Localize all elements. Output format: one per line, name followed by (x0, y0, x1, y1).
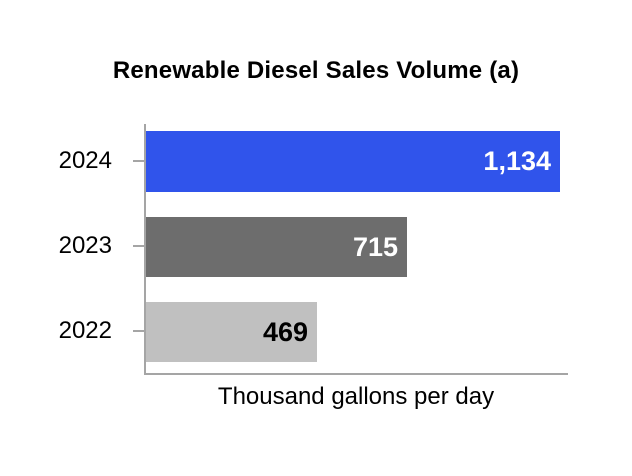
bar-value-label: 1,134 (483, 146, 551, 176)
x-axis-label: Thousand gallons per day (217, 383, 495, 410)
bar-value-label: 469 (262, 316, 308, 347)
y-axis-tick (133, 245, 144, 247)
bar-value-label: 715 (352, 231, 398, 262)
bar-2022: 469 (146, 302, 317, 362)
y-axis-category-label: 2023 (58, 232, 112, 259)
y-axis-category-label: 2022 (58, 317, 112, 344)
y-axis-tick (133, 330, 144, 332)
bar-2024: 1,134 (146, 131, 560, 192)
y-axis-category-label: 2024 (58, 147, 112, 174)
y-axis-tick (133, 160, 144, 162)
bar-2023: 715 (146, 217, 407, 277)
plot-area: 1,134 715 469 (144, 124, 568, 375)
chart-title: Renewable Diesel Sales Volume (a) (112, 57, 520, 84)
